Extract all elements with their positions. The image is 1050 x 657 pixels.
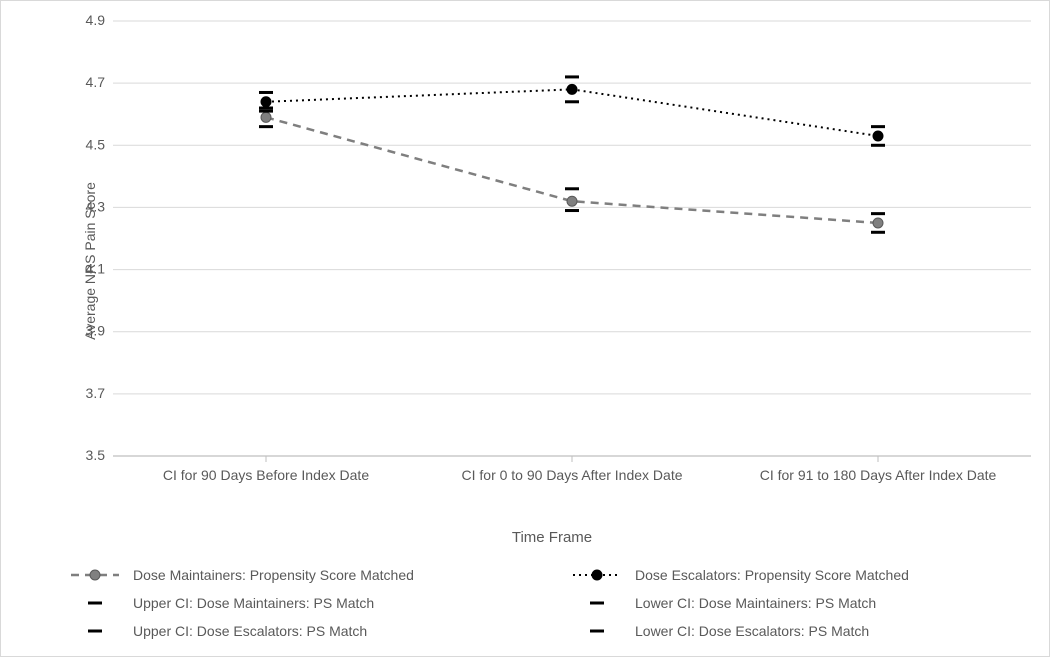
series-marker bbox=[261, 97, 271, 107]
legend-label: Upper CI: Dose Maintainers: PS Match bbox=[133, 595, 374, 611]
legend-label: Dose Maintainers: Propensity Score Match… bbox=[133, 567, 414, 583]
ci-marker bbox=[259, 91, 273, 94]
series-marker bbox=[873, 131, 883, 141]
ci-marker bbox=[871, 125, 885, 128]
legend-label: Upper CI: Dose Escalators: PS Match bbox=[133, 623, 367, 639]
ci-marker bbox=[259, 125, 273, 128]
svg-text:CI for 0 to 90 Days After Inde: CI for 0 to 90 Days After Index Date bbox=[462, 467, 683, 483]
series-marker bbox=[567, 84, 577, 94]
svg-text:3.9: 3.9 bbox=[86, 323, 106, 339]
ci-marker bbox=[871, 144, 885, 147]
svg-text:3.5: 3.5 bbox=[86, 447, 106, 463]
svg-text:4.3: 4.3 bbox=[86, 198, 106, 214]
legend-swatch bbox=[71, 566, 119, 584]
ci-marker bbox=[259, 107, 273, 110]
legend-item: Lower CI: Dose Maintainers: PS Match bbox=[543, 594, 1035, 612]
plot-area: 3.5 3.7 3.9 4.1 4.3 4.5 4.7 4.9 CI for 90 Days B… bbox=[63, 11, 1041, 506]
legend-item: Upper CI: Dose Maintainers: PS Match bbox=[41, 594, 533, 612]
legend-swatch bbox=[573, 594, 621, 612]
legend-swatch bbox=[573, 566, 621, 584]
legend-swatch bbox=[573, 622, 621, 640]
ci-marker bbox=[565, 209, 579, 212]
legend-label: Lower CI: Dose Escalators: PS Match bbox=[635, 623, 869, 639]
ci-marker bbox=[565, 100, 579, 103]
legend: Dose Maintainers: Propensity Score Match… bbox=[41, 561, 1035, 650]
svg-text:CI for 90 Days Before Index Da: CI for 90 Days Before Index Date bbox=[163, 467, 369, 483]
svg-text:3.7: 3.7 bbox=[86, 385, 106, 401]
legend-swatch bbox=[71, 594, 119, 612]
legend-label: Lower CI: Dose Maintainers: PS Match bbox=[635, 595, 876, 611]
legend-item: Upper CI: Dose Escalators: PS Match bbox=[41, 622, 533, 640]
ci-marker bbox=[565, 75, 579, 78]
svg-text:4.5: 4.5 bbox=[86, 136, 106, 152]
chart-container: { "chart": { "type": "line", "width": 10… bbox=[0, 0, 1050, 657]
svg-text:4.7: 4.7 bbox=[86, 74, 106, 90]
legend-item: Dose Maintainers: Propensity Score Match… bbox=[41, 566, 533, 584]
legend-label: Dose Escalators: Propensity Score Matche… bbox=[635, 567, 909, 583]
series-line bbox=[266, 89, 878, 136]
series-marker bbox=[261, 112, 271, 122]
ci-marker bbox=[871, 231, 885, 234]
legend-swatch bbox=[71, 622, 119, 640]
series-marker bbox=[873, 218, 883, 228]
ci-marker bbox=[871, 212, 885, 215]
series-marker bbox=[567, 196, 577, 206]
svg-text:4.1: 4.1 bbox=[86, 261, 106, 277]
legend-item: Lower CI: Dose Escalators: PS Match bbox=[543, 622, 1035, 640]
legend-item: Dose Escalators: Propensity Score Matche… bbox=[543, 566, 1035, 584]
x-axis-label: Time Frame bbox=[63, 529, 1041, 546]
ci-marker bbox=[565, 187, 579, 190]
svg-text:CI for 91 to 180 Days After In: CI for 91 to 180 Days After Index Date bbox=[760, 467, 997, 483]
ci-marker bbox=[259, 110, 273, 113]
svg-text:4.9: 4.9 bbox=[86, 12, 106, 28]
